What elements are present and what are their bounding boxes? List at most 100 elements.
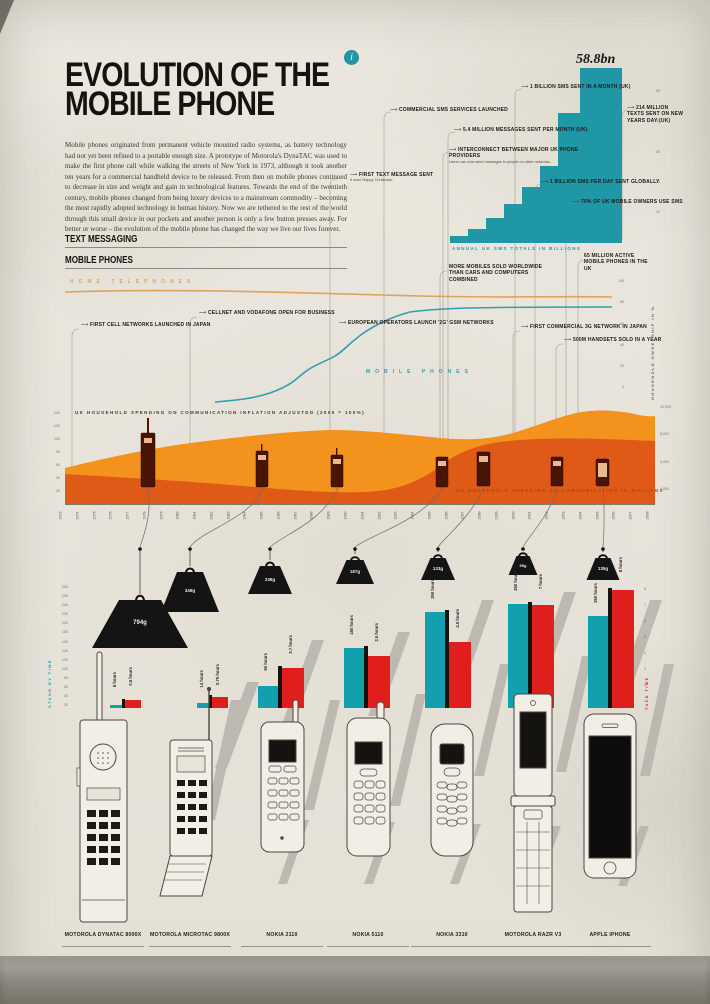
axis-tick: 8,000 — [660, 432, 669, 437]
spending-year-axis: 1973 1974 1975 1976 1977 1978 1979 1980 1981 1982… — [59, 510, 656, 524]
axis-tick: 60 — [620, 321, 624, 326]
axis-tick: 50 — [656, 89, 660, 93]
year-tick: 1978 — [142, 511, 147, 520]
year-tick: 2001 — [527, 511, 532, 520]
standby-axis-ticks: 280 260 240 220 200 180 160 140 120 100 80 60 40 20 — [56, 585, 68, 708]
phone-drawing-razr — [510, 693, 556, 913]
spending-bottom-label: UK HOUSEHOLD SPENDING ON COMMUNICATION I… — [456, 488, 664, 493]
phone-drawing-iphone — [583, 713, 637, 879]
axis-tick: 10 — [656, 210, 660, 215]
year-tick: 1994 — [410, 511, 415, 520]
year-tick: 1977 — [125, 511, 130, 520]
standby-bar-label: 180 hours — [349, 615, 354, 635]
year-tick: 1990 — [343, 511, 348, 520]
axis-tick: 4 — [644, 651, 646, 656]
divider — [65, 247, 347, 248]
standby-bar-label: 250 hours — [593, 583, 598, 603]
axis-tick: 120 — [62, 657, 68, 662]
annotation-70pct-sms: 70% OF UK MOBILE OWNERS USE SMS — [572, 199, 683, 205]
divider — [327, 946, 409, 947]
standby-bar-label: 14 hours — [199, 670, 204, 688]
sms-step-bar-chart — [450, 68, 622, 243]
axis-tick: 4,000 — [660, 487, 669, 492]
spending-area-chart — [65, 410, 655, 505]
year-tick: 2006 — [611, 511, 616, 520]
axis-tick: 80 — [64, 675, 68, 680]
annotation-interconnect: INTERCONNECT BETWEEN MAJOR UK PHONE PROV… — [449, 147, 579, 164]
spending-left-ticks: 140 120 100 80 60 40 20 — [48, 411, 60, 494]
section-label-text-messaging: TEXT MESSAGING — [65, 233, 138, 244]
talk-bar-label: 7 hours — [538, 574, 543, 590]
phone-name: MOTOROLA RAZR V3 — [504, 932, 562, 938]
photo-corner-shadow — [0, 0, 14, 34]
axis-tick: 40 — [656, 119, 660, 124]
year-tick: 1983 — [226, 511, 231, 520]
annotation-first-text: FIRST TEXT MESSAGE SENT It read 'Happy C… — [350, 172, 440, 183]
annotation-1bn-month: 1 BILLION SMS SENT IN A MONTH (UK) — [521, 84, 631, 90]
talk-bar-label: 0.5 hours — [128, 667, 133, 686]
header: EVOLUTION OF THE MOBILE PHONE — [65, 57, 352, 122]
battery-bar-chart — [110, 588, 634, 708]
phone-drawing-nokia5110 — [346, 701, 391, 857]
talk-bar-label: 3.5 hours — [374, 623, 379, 642]
axis-tick: 6,000 — [660, 459, 669, 464]
standby-bar-label: 260 hours — [430, 579, 435, 599]
year-tick: 2002 — [544, 511, 549, 520]
year-tick: 1997 — [460, 511, 465, 520]
divider — [492, 946, 574, 947]
year-tick: 1999 — [494, 511, 499, 520]
ownership-line-chart — [64, 289, 613, 403]
annotation-65m-active: 65 MILLION ACTIVE MOBILE PHONES IN THE U… — [584, 253, 648, 272]
sms-axis-label: ANNUAL UK SMS TOTALS IN BILLIONS — [452, 246, 582, 251]
talk-bar-label: 0.75 hours — [215, 664, 220, 685]
annotation-214m-texts: 214 MILLION TEXTS SENT ON NEW YEARS DAY … — [627, 105, 685, 124]
weights — [92, 547, 620, 648]
annotation-cellnet-vodafone: CELLNET AND VODAFONE OPEN FOR BUSINESS — [199, 310, 335, 316]
ownership-axis-label: HOUSEHOLD OWNERSHIP IN % — [650, 305, 655, 400]
year-tick: 2005 — [595, 511, 599, 520]
year-tick: 1996 — [444, 511, 449, 520]
year-tick: 1976 — [108, 511, 113, 520]
annotation-gsm-networks: EUROPEAN OPERATORS LAUNCH '2G' GSM NETWO… — [339, 320, 494, 326]
annotation-commercial-sms: COMMERCIAL SMS SERVICES LAUNCHED — [390, 107, 508, 113]
standby-axis-label: STAND BY TIME — [47, 659, 52, 708]
phone-name: APPLE IPHONE — [589, 932, 631, 938]
axis-tick: 40 — [56, 476, 60, 481]
spending-title: UK HOUSEHOLD SPENDING ON COMMUNICATION I… — [75, 410, 365, 415]
year-tick: 1974 — [75, 511, 80, 520]
axis-tick: 7 — [644, 603, 646, 608]
home-telephones-label: HOME TELEPHONES — [70, 279, 196, 285]
spending-right-ticks: 10,000 8,000 6,000 4,000 — [660, 405, 680, 492]
phone-drawing-nokia2110 — [260, 699, 305, 853]
divider — [65, 268, 347, 269]
axis-tick: 3 — [644, 667, 646, 672]
year-tick: 1982 — [209, 511, 214, 520]
year-tick: 2000 — [511, 511, 516, 520]
sms-peak-value: 58.8bn — [576, 52, 616, 67]
phone-name: MOTOROLA DYNATAC 8000X — [64, 932, 142, 938]
axis-tick: 20 — [64, 703, 68, 708]
standby-bar-label: 8 hours — [112, 672, 117, 688]
axis-tick: 260 — [62, 594, 68, 599]
year-tick: 1986 — [276, 511, 281, 520]
axis-tick: 280 — [62, 585, 68, 589]
annotation-first-cell-networks: FIRST CELL NETWORKS LAUNCHED IN JAPAN — [81, 322, 211, 328]
year-tick: 1981 — [192, 511, 197, 520]
axis-tick: 240 — [62, 603, 68, 608]
annotation-3g-japan: FIRST COMMERCIAL 3G NETWORK IN JAPAN — [521, 324, 647, 330]
phone-name: NOKIA 5110 — [352, 932, 384, 938]
axis-tick: 20 — [56, 489, 60, 494]
divider — [62, 946, 144, 947]
weight-label: 187g — [349, 569, 361, 574]
annotation-500m-handsets: 500M HANDSETS SOLD IN A YEAR — [564, 337, 661, 343]
axis-tick: 40 — [620, 342, 624, 347]
axis-tick: 220 — [62, 612, 68, 617]
axis-tick: 10,000 — [660, 405, 671, 409]
year-tick: 2003 — [561, 511, 566, 520]
annotation-more-mobiles: MORE MOBILES SOLD WORLDWIDE THAN CARS AN… — [449, 264, 543, 283]
weight-label: 236g — [264, 577, 276, 582]
axis-tick: 120 — [54, 424, 60, 429]
mobile-phones-label: MOBILE PHONES — [366, 369, 473, 375]
year-tick: 1984 — [242, 511, 247, 520]
